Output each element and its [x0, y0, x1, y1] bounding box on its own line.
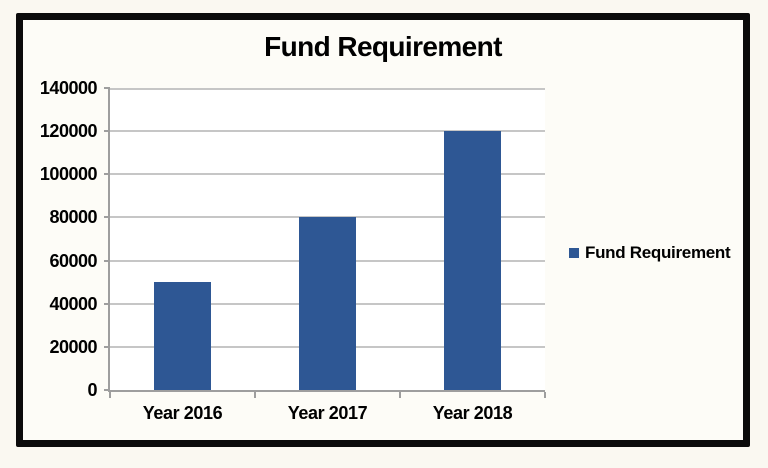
y-tick	[104, 87, 110, 89]
y-tick-label: 0	[87, 380, 97, 400]
y-tick	[104, 389, 110, 391]
x-tick	[399, 392, 401, 398]
chart-frame: Fund Requirement 0 20000 40000 60000 80000 10…	[16, 13, 750, 447]
y-tick	[104, 260, 110, 262]
gridline	[110, 173, 545, 175]
y-tick	[104, 303, 110, 305]
legend-label: Fund Requirement	[585, 243, 731, 262]
y-tick-label: 60000	[49, 251, 97, 271]
legend: Fund Requirement	[569, 243, 731, 263]
y-tick	[104, 216, 110, 218]
x-tick	[109, 392, 111, 398]
x-tick-label: Year 2016	[142, 403, 223, 423]
x-axis-line	[108, 390, 545, 392]
chart-title: Fund Requirement	[264, 31, 502, 62]
x-tick	[544, 392, 546, 398]
y-axis-line	[108, 88, 110, 392]
y-tick	[104, 130, 110, 132]
gridline	[110, 130, 545, 132]
y-tick-label: 40000	[49, 294, 97, 314]
x-tick-label: Year 2018	[432, 403, 513, 423]
y-tick-label: 140000	[39, 78, 98, 98]
y-tick	[104, 173, 110, 175]
plot-area	[108, 88, 545, 392]
y-tick-label: 80000	[49, 207, 97, 227]
bar	[444, 131, 501, 390]
gridline	[110, 88, 545, 90]
y-tick-label: 120000	[39, 121, 98, 141]
x-tick-label: Year 2017	[287, 403, 368, 423]
y-tick-label: 100000	[39, 164, 98, 184]
bar	[299, 217, 356, 390]
bar	[154, 282, 211, 390]
legend-marker-icon	[569, 248, 579, 258]
x-tick	[254, 392, 256, 398]
y-tick-label: 20000	[49, 337, 97, 357]
y-tick	[104, 346, 110, 348]
